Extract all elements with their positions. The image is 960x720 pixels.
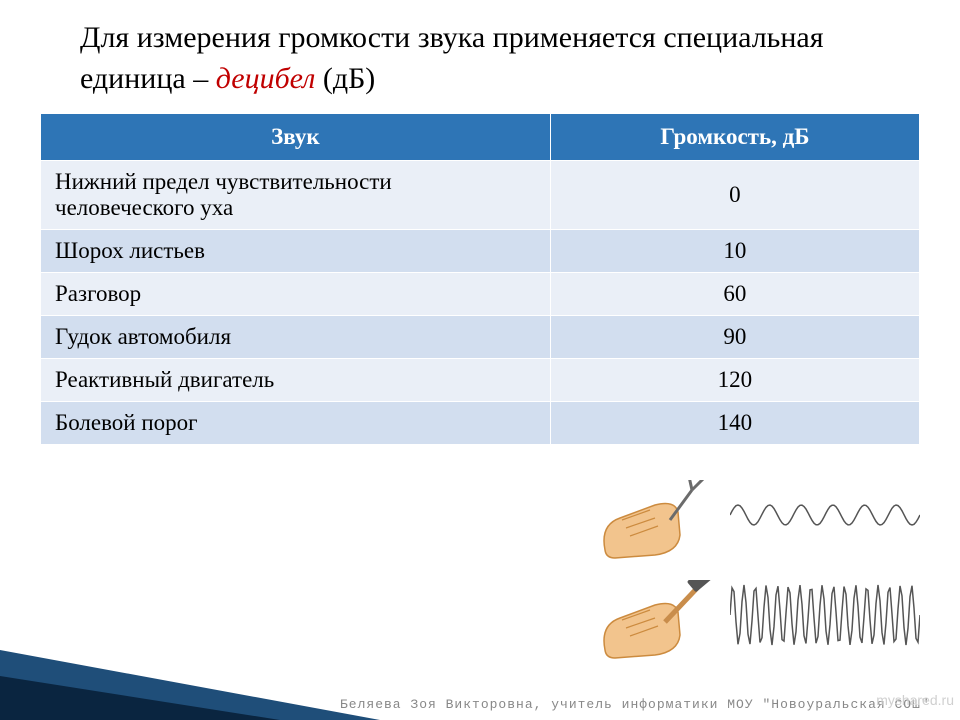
illustration-panel	[600, 470, 920, 660]
col-header-sound: Звук	[41, 114, 551, 161]
sound-label: Гудок автомобиля	[41, 316, 551, 359]
low-wave-icon	[730, 480, 920, 550]
volume-value: 120	[550, 359, 919, 402]
volume-table: Звук Громкость, дБ Нижний предел чувстви…	[40, 113, 920, 445]
watermark-text: myshared.ru	[876, 692, 954, 708]
sound-label: Реактивный двигатель	[41, 359, 551, 402]
table-row: Нижний предел чувствительности человечес…	[41, 161, 920, 230]
volume-value: 0	[550, 161, 919, 230]
hand-fork-icon	[600, 480, 720, 560]
sound-label: Шорох листьев	[41, 230, 551, 273]
volume-value: 60	[550, 273, 919, 316]
sound-label: Разговор	[41, 273, 551, 316]
title-post: (дБ)	[315, 62, 375, 95]
title-pre: Для измерения громкости звука применяетс…	[80, 21, 824, 95]
table-row: Гудок автомобиля90	[41, 316, 920, 359]
table-row: Шорох листьев10	[41, 230, 920, 273]
corner-triangle-inner	[0, 676, 280, 720]
illustration-hammer	[600, 570, 920, 660]
sound-label: Нижний предел чувствительности человечес…	[41, 161, 551, 230]
illustration-tuning-fork	[600, 470, 920, 560]
col-header-volume: Громкость, дБ	[550, 114, 919, 161]
table-row: Разговор60	[41, 273, 920, 316]
title-term: децибел	[216, 62, 316, 95]
high-wave-icon	[730, 580, 920, 650]
table-row: Реактивный двигатель120	[41, 359, 920, 402]
attribution-text: Беляева Зоя Викторовна, учитель информат…	[340, 697, 930, 712]
hand-hammer-icon	[600, 580, 720, 660]
volume-value: 90	[550, 316, 919, 359]
sound-label: Болевой порог	[41, 402, 551, 445]
slide-title: Для измерения громкости звука применяетс…	[0, 0, 960, 113]
volume-value: 140	[550, 402, 919, 445]
table-row: Болевой порог140	[41, 402, 920, 445]
volume-value: 10	[550, 230, 919, 273]
volume-table-wrap: Звук Громкость, дБ Нижний предел чувстви…	[0, 113, 960, 445]
